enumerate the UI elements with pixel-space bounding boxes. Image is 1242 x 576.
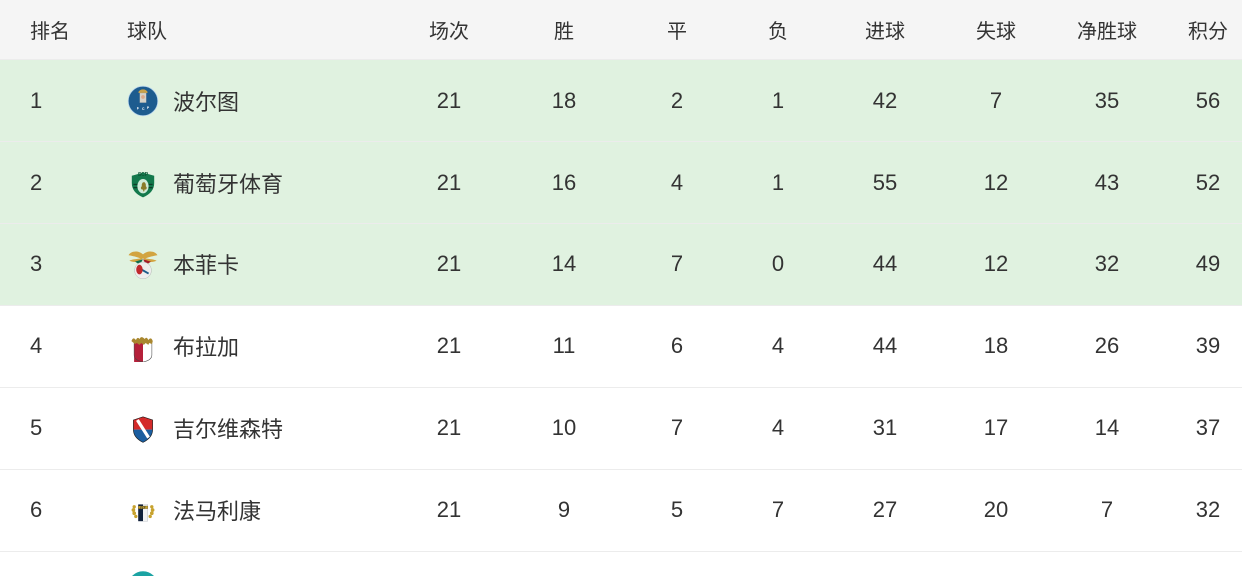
svg-text:SCP: SCP <box>138 171 149 177</box>
svg-text:FCF: FCF <box>140 505 146 509</box>
svg-text:F: F <box>137 106 139 110</box>
